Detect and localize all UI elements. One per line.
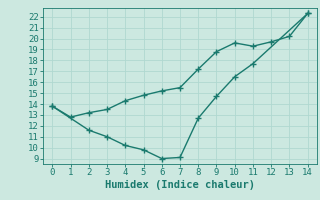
X-axis label: Humidex (Indice chaleur): Humidex (Indice chaleur) (105, 180, 255, 190)
